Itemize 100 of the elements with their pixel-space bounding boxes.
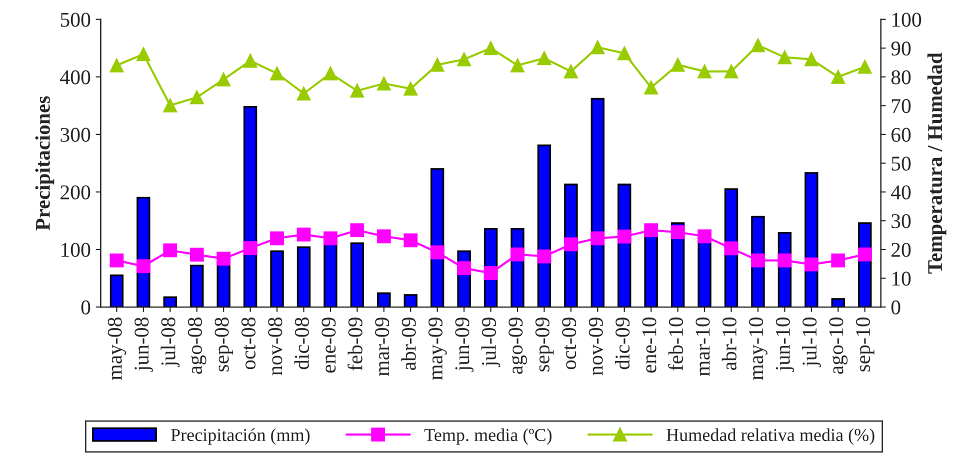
point: [430, 58, 444, 72]
x-tick-label: ago-10: [829, 318, 848, 374]
x-tick-label: ene-10: [642, 318, 656, 373]
point: [751, 253, 765, 268]
x-tick-label: sep-08: [214, 318, 234, 372]
x-tick-label: ago-09: [508, 318, 527, 374]
point: [564, 64, 578, 78]
x-tick-label: may-08: [108, 318, 126, 380]
point: [804, 52, 818, 66]
point: [537, 51, 552, 66]
point: [163, 98, 178, 112]
point: [537, 249, 552, 264]
point: [644, 80, 658, 94]
point: [831, 253, 846, 268]
point: [724, 241, 738, 256]
x-tick-label: ene-09: [322, 318, 336, 373]
x-tick-label: ago-08: [188, 318, 206, 374]
point: [778, 253, 792, 268]
bar: [804, 172, 818, 308]
y2-tick-label: 90: [891, 42, 911, 56]
y-tick-label: 0: [81, 300, 90, 314]
point: [376, 229, 391, 244]
point: [670, 225, 685, 240]
point: [404, 233, 418, 248]
point: [324, 231, 338, 246]
x-tick-label: may-10: [749, 318, 768, 380]
y2-tick-label: 20: [892, 242, 911, 257]
bar: [163, 296, 177, 308]
point: [698, 229, 712, 244]
legend-label: Precipitación (mm): [171, 428, 310, 445]
y2-tick-label: 0: [891, 300, 900, 314]
point: [136, 47, 150, 62]
point: [243, 54, 258, 68]
point: [110, 58, 124, 72]
x-tick-label: abr-10: [722, 318, 736, 370]
point: [457, 52, 471, 66]
point: [831, 70, 846, 84]
point: [858, 60, 872, 74]
x-tick-label: nov-09: [588, 318, 603, 376]
point: [270, 66, 284, 80]
x-tick-label: feb-10: [668, 318, 684, 370]
bar: [110, 274, 124, 308]
x-tick-label: jul-10: [802, 318, 821, 368]
bar: [377, 292, 391, 308]
point: [510, 58, 524, 72]
bar: [190, 264, 204, 308]
point: [350, 223, 364, 238]
x-tick-label: abr-09: [401, 318, 416, 370]
point: [590, 231, 605, 246]
x-tick-label: may-09: [428, 318, 447, 380]
point: [698, 64, 712, 78]
point: [136, 259, 150, 274]
point: [350, 84, 364, 98]
point: [324, 66, 338, 80]
point: [804, 258, 818, 272]
bar: [831, 298, 845, 308]
y-tick-label: 200: [60, 185, 90, 200]
point: [484, 266, 498, 280]
point: [457, 261, 471, 276]
y-axis-title: Precipitaciones: [35, 96, 54, 230]
point: [670, 58, 685, 72]
x-tick-label: jun-10: [776, 318, 794, 372]
legend-label: Humedad relativa media (%): [666, 428, 874, 445]
point: [778, 50, 792, 64]
bar: [537, 144, 552, 308]
x-tick-label: jun-09: [455, 318, 474, 372]
x-tick-label: dic-09: [614, 318, 630, 370]
x-tick-label: feb-09: [348, 318, 362, 370]
point: [376, 76, 391, 90]
point: [216, 72, 231, 86]
x-tick-label: oct-08: [241, 318, 256, 370]
x-tick-label: jun-08: [134, 318, 153, 372]
y-tick-label: 300: [60, 128, 90, 142]
point: [296, 228, 311, 242]
point: [644, 223, 658, 238]
point: [617, 230, 632, 244]
x-tick-label: sep-09: [535, 318, 554, 372]
point: [270, 231, 284, 246]
point: [110, 253, 124, 268]
bar: [296, 246, 311, 308]
y2-axis-title: Temperatura / Humedad: [927, 52, 946, 274]
bar: [350, 242, 364, 308]
point: [510, 247, 524, 262]
y2-tick-label: 100: [892, 12, 922, 27]
point: [163, 243, 178, 258]
y-tick-label: 400: [60, 70, 90, 84]
x-tick-label: mar-09: [375, 318, 390, 376]
y-tick-label: 500: [60, 12, 90, 27]
point: [564, 237, 578, 252]
point: [617, 46, 632, 60]
point: [724, 64, 738, 78]
bar: [404, 294, 418, 308]
point: [751, 38, 765, 52]
x-tick-label: jul-08: [160, 318, 180, 368]
x-tick-label: sep-10: [856, 318, 874, 372]
x-tick-label: jul-09: [481, 318, 500, 368]
y2-tick-label: 40: [891, 185, 911, 200]
y2-tick-label: 30: [892, 214, 911, 228]
y-tick-label: 100: [62, 242, 90, 257]
point: [190, 248, 204, 262]
